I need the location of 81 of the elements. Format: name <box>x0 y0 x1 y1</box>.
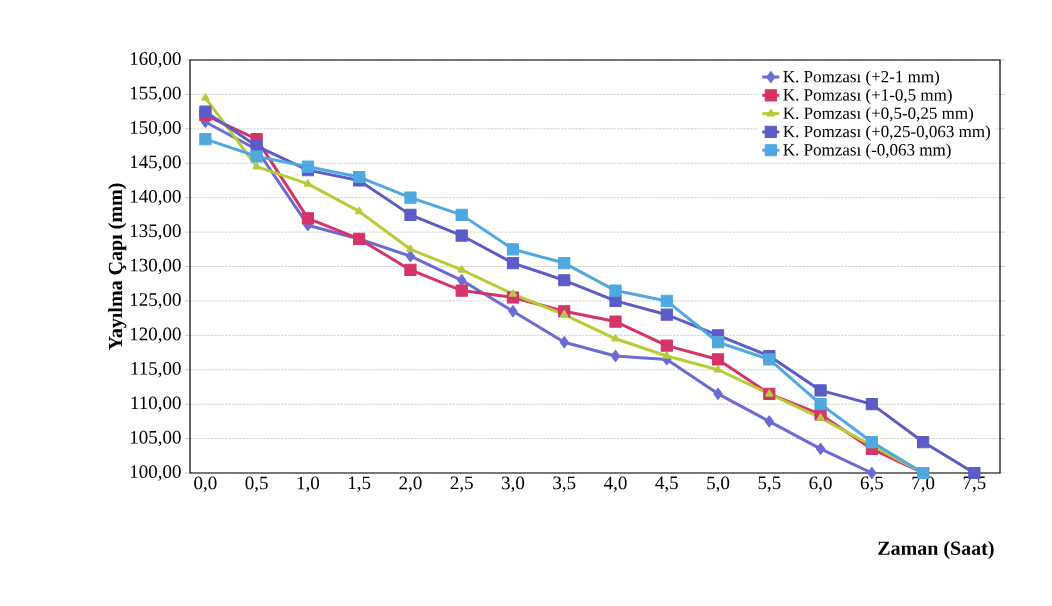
point <box>711 353 725 366</box>
point <box>660 308 673 321</box>
point <box>763 353 776 366</box>
point <box>815 442 826 456</box>
x-tick-label: 2,0 <box>399 476 422 493</box>
point <box>301 160 315 173</box>
x-tick-label: 4,0 <box>604 476 627 493</box>
point <box>865 435 878 449</box>
point <box>610 349 621 363</box>
point <box>711 336 725 349</box>
y-tick-label: 115,00 <box>131 361 181 378</box>
point <box>558 274 571 287</box>
legend-label: K. Pomzası (+0,5-0,25 mm) <box>783 106 973 123</box>
point <box>201 93 210 101</box>
y-tick-label: 145,00 <box>130 155 181 172</box>
y-tick-label: 155,00 <box>130 86 181 103</box>
point <box>404 208 417 221</box>
point <box>455 284 468 297</box>
point <box>301 212 315 225</box>
point <box>814 384 827 397</box>
point <box>506 243 520 256</box>
x-tick-label: 0,0 <box>194 476 217 493</box>
y-tick-label: 105,00 <box>130 430 181 447</box>
y-tick-label: 135,00 <box>130 224 181 240</box>
x-tick-label: 6,0 <box>809 476 832 493</box>
y-tick-label: 125,00 <box>130 293 181 309</box>
x-tick-label: 3,5 <box>553 476 576 493</box>
x-tick-label: 0,5 <box>245 476 268 493</box>
point <box>250 150 263 163</box>
x-tick-label: 2,5 <box>450 476 473 493</box>
y-axis-title: Yayılma Çapı (mm) <box>108 183 127 351</box>
point <box>508 305 518 318</box>
point <box>404 263 417 277</box>
x-axis-title: Zaman (Saat) <box>878 540 994 560</box>
point <box>455 208 468 221</box>
point <box>353 170 366 184</box>
x-tick-label: 6,5 <box>860 476 883 493</box>
point <box>406 244 415 253</box>
x-tick-label: 1,0 <box>297 476 320 493</box>
x-tick-label: 4,5 <box>655 476 678 492</box>
y-tick-label: 130,00 <box>130 258 181 275</box>
point <box>455 229 468 242</box>
point <box>457 265 466 273</box>
point <box>611 334 620 342</box>
point <box>814 398 827 411</box>
point <box>303 179 313 187</box>
point <box>559 336 569 349</box>
point <box>917 435 930 449</box>
point <box>404 191 417 204</box>
y-tick-label: 140,00 <box>130 189 181 206</box>
point <box>252 162 261 170</box>
y-tick-label: 150,00 <box>130 121 181 137</box>
point <box>865 398 878 411</box>
legend-label: K. Pomzası (+2-1 mm) <box>783 70 939 86</box>
point <box>506 256 520 270</box>
point <box>660 294 673 308</box>
point <box>199 133 212 146</box>
x-tick-label: 3,0 <box>502 476 525 493</box>
point <box>609 315 622 328</box>
y-tick-label: 100,00 <box>130 465 181 481</box>
point <box>662 351 671 359</box>
point <box>764 415 775 428</box>
y-tick-label: 110,00 <box>131 396 181 412</box>
point <box>508 289 518 297</box>
y-tick-label: 120,00 <box>130 327 181 344</box>
point <box>199 105 212 118</box>
point <box>713 365 723 373</box>
point <box>560 310 569 318</box>
legend-label: K. Pomzası (+0,25-0,063 mm) <box>783 125 990 141</box>
point <box>660 339 673 352</box>
point <box>713 387 723 400</box>
point <box>816 413 825 421</box>
x-tick-label: 5,5 <box>758 476 781 492</box>
legend-label: K. Pomzası (-0,063 mm) <box>783 143 951 159</box>
x-tick-label: 5,0 <box>707 476 730 493</box>
x-tick-label: 1,5 <box>348 476 371 492</box>
point <box>558 256 571 270</box>
y-tick-label: 160,00 <box>130 52 181 68</box>
point <box>609 284 622 297</box>
point <box>355 206 364 215</box>
legend-label: K. Pomzası (+1-0,5 mm) <box>783 88 952 105</box>
